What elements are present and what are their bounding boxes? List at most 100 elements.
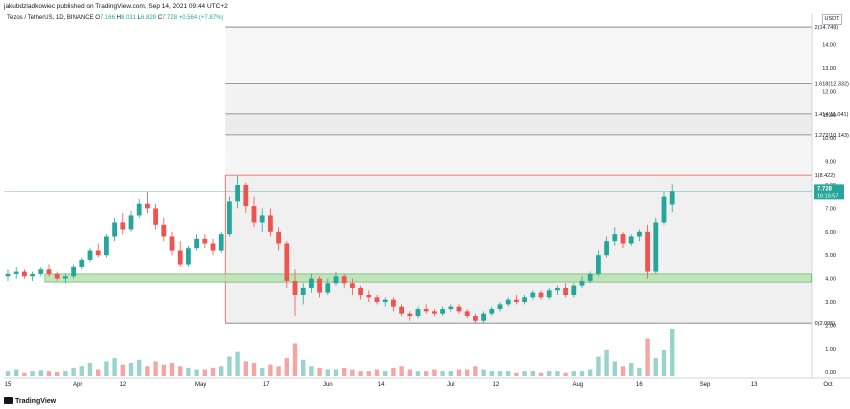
- candle-body[interactable]: [612, 234, 618, 242]
- candle-body[interactable]: [604, 241, 609, 256]
- candle-body[interactable]: [432, 311, 437, 314]
- candle-body[interactable]: [268, 215, 273, 232]
- candle-body[interactable]: [202, 238, 208, 244]
- volume-bar: [137, 359, 142, 376]
- volume-bar: [79, 366, 84, 376]
- candle-body[interactable]: [653, 222, 659, 272]
- candle-body[interactable]: [546, 290, 552, 298]
- candle-body[interactable]: [514, 299, 519, 302]
- candle-body[interactable]: [243, 185, 249, 207]
- candle-body[interactable]: [333, 276, 339, 284]
- candle-body[interactable]: [54, 273, 60, 279]
- candle-body[interactable]: [538, 292, 544, 298]
- candle-body[interactable]: [153, 208, 158, 225]
- candle-body[interactable]: [456, 306, 462, 312]
- candle-body[interactable]: [350, 283, 355, 288]
- x-tick-label: 16: [636, 382, 643, 388]
- candle-body[interactable]: [136, 203, 142, 216]
- candle-body[interactable]: [259, 215, 265, 223]
- candle-body[interactable]: [382, 299, 388, 302]
- candle-body[interactable]: [497, 304, 503, 310]
- candle-body[interactable]: [300, 287, 306, 295]
- candle-body[interactable]: [366, 294, 372, 298]
- candle-body[interactable]: [661, 196, 667, 223]
- candle-body[interactable]: [227, 201, 232, 235]
- candle-body[interactable]: [579, 280, 585, 286]
- candle-body[interactable]: [669, 191, 675, 205]
- volume-bar: [309, 366, 314, 376]
- candle-body[interactable]: [177, 250, 183, 265]
- candle-body[interactable]: [251, 206, 257, 223]
- candle-body[interactable]: [563, 287, 568, 295]
- candle-body[interactable]: [292, 280, 298, 295]
- candle-body[interactable]: [415, 309, 421, 317]
- candle-body[interactable]: [587, 273, 593, 281]
- candle-body[interactable]: [38, 269, 44, 274]
- candle-body[interactable]: [317, 278, 322, 293]
- volume-bar: [194, 369, 199, 376]
- candle-body[interactable]: [448, 306, 454, 310]
- candle-body[interactable]: [276, 231, 281, 244]
- volume-bar: [243, 361, 248, 376]
- candle-body[interactable]: [120, 222, 126, 230]
- candle-body[interactable]: [145, 203, 150, 209]
- volume-bar: [268, 364, 273, 376]
- candle-body[interactable]: [645, 231, 650, 272]
- candle-body[interactable]: [210, 243, 216, 251]
- volume-bar: [342, 367, 347, 376]
- candle-body[interactable]: [95, 250, 101, 256]
- candle-body[interactable]: [391, 299, 396, 307]
- fib-zone-4: [225, 27, 812, 84]
- candle-body[interactable]: [112, 222, 117, 237]
- candle-body[interactable]: [235, 185, 240, 202]
- candle-body[interactable]: [87, 250, 93, 260]
- candle-body[interactable]: [620, 234, 626, 244]
- candle-body[interactable]: [104, 236, 109, 256]
- candle-body[interactable]: [440, 309, 445, 314]
- candle-body[interactable]: [505, 299, 511, 305]
- candle-body[interactable]: [571, 285, 577, 295]
- support-zone[interactable]: [44, 273, 812, 283]
- candle-body[interactable]: [186, 248, 191, 265]
- candle-body[interactable]: [194, 238, 199, 249]
- currency-selector[interactable]: USDT: [822, 14, 842, 25]
- candle-body[interactable]: [522, 297, 527, 302]
- candle-body[interactable]: [407, 313, 413, 317]
- candle-body[interactable]: [46, 269, 52, 274]
- candle-body[interactable]: [341, 276, 347, 284]
- candle-body[interactable]: [128, 215, 134, 230]
- x-tick-label: May: [195, 382, 206, 388]
- ohlc-high-label: H: [116, 15, 121, 21]
- candle-body[interactable]: [309, 278, 314, 288]
- candle-body[interactable]: [169, 236, 175, 251]
- candle-body[interactable]: [71, 266, 76, 277]
- candle-body[interactable]: [464, 311, 470, 317]
- volume-bar: [530, 371, 535, 376]
- candle-body[interactable]: [628, 236, 634, 244]
- candle-body[interactable]: [423, 309, 429, 312]
- candle-body[interactable]: [637, 231, 642, 237]
- tradingview-logo[interactable]: TradingView: [4, 397, 56, 405]
- candle-body[interactable]: [481, 313, 486, 321]
- candle-body[interactable]: [63, 276, 68, 279]
- candle-body[interactable]: [596, 255, 601, 274]
- candle-body[interactable]: [22, 271, 27, 277]
- candle-body[interactable]: [284, 243, 290, 281]
- candle-body[interactable]: [489, 309, 495, 314]
- candle-body[interactable]: [5, 273, 11, 277]
- volume-bar: [645, 338, 650, 376]
- candle-body[interactable]: [473, 316, 478, 321]
- candle-body[interactable]: [30, 273, 35, 277]
- candle-body[interactable]: [374, 297, 380, 302]
- candle-body[interactable]: [399, 306, 404, 314]
- candle-body[interactable]: [530, 292, 536, 298]
- candle-body[interactable]: [218, 234, 224, 251]
- candle-body[interactable]: [161, 224, 167, 237]
- volume-bar: [22, 372, 27, 376]
- candle-body[interactable]: [79, 259, 85, 267]
- candle-body[interactable]: [325, 283, 331, 293]
- candle-body[interactable]: [358, 287, 363, 295]
- candle-body[interactable]: [555, 287, 560, 291]
- candle-body[interactable]: [13, 271, 19, 274]
